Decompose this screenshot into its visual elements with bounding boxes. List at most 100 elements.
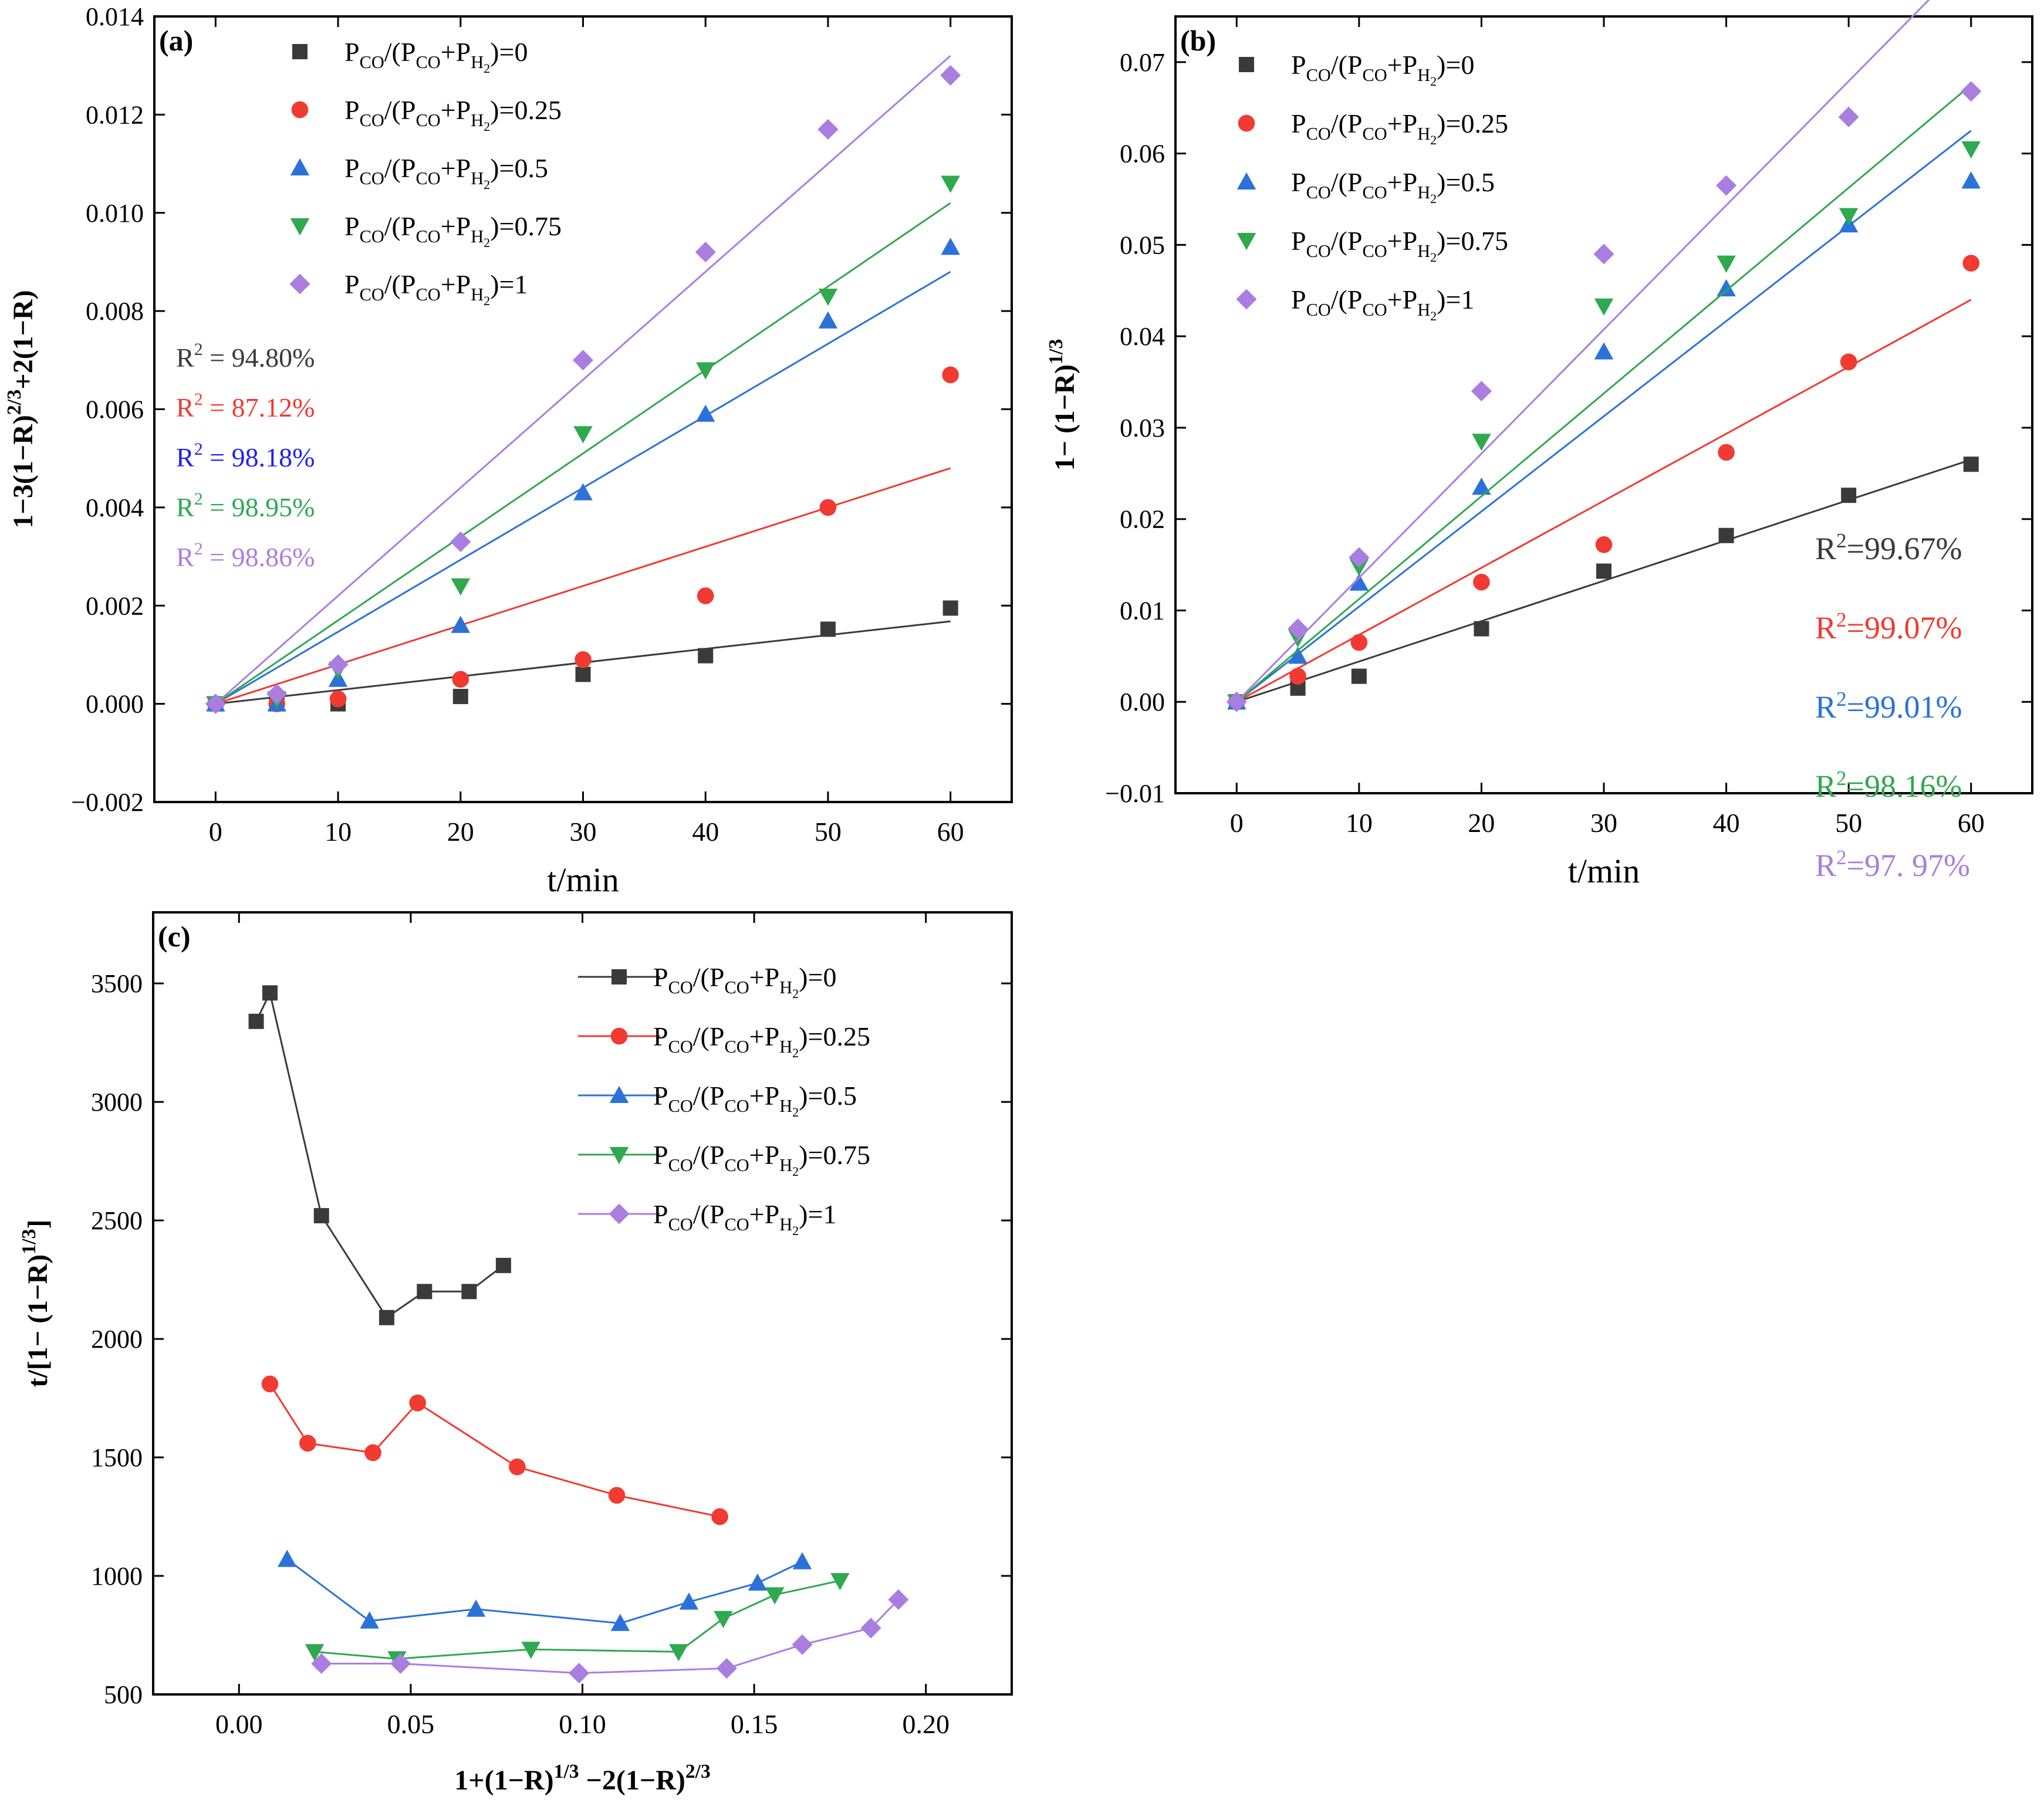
legend-mid: /(P bbox=[693, 1021, 725, 1051]
data-point-1 bbox=[940, 65, 961, 86]
legend-close: )= bbox=[490, 37, 514, 67]
x-tick-label: 30 bbox=[570, 817, 597, 847]
r2-r: R bbox=[1815, 689, 1836, 725]
legend-close: )= bbox=[490, 269, 514, 299]
legend-mid: /(P bbox=[1331, 50, 1363, 80]
panel-c-legend: PCO/(PCO+PH2)=0PCO/(PCO+PH2)=0.25PCO/(PC… bbox=[578, 962, 870, 1238]
data-point-1 bbox=[1593, 243, 1614, 265]
legend-marker bbox=[291, 101, 309, 119]
x-tick-label: 40 bbox=[692, 817, 719, 847]
x-tick-label: 20 bbox=[1468, 808, 1495, 838]
legend-mid: /(P bbox=[693, 1199, 725, 1229]
r2-r: R bbox=[1815, 531, 1836, 566]
data-point-0.25 bbox=[329, 690, 347, 708]
data-point-0.75 bbox=[1717, 255, 1736, 273]
legend-marker bbox=[1238, 114, 1255, 132]
legend-value: 0.5 bbox=[514, 153, 548, 183]
legend-value: 1 bbox=[1461, 285, 1474, 314]
legend-marker bbox=[609, 1085, 629, 1103]
data-point-1 bbox=[716, 1658, 737, 1679]
legend-plus: +P bbox=[749, 962, 780, 992]
data-point-0 bbox=[461, 1284, 477, 1300]
legend-mid: /(P bbox=[1331, 109, 1363, 138]
legend-sub-h: H bbox=[471, 110, 484, 130]
data-point-0.5 bbox=[610, 1613, 630, 1631]
legend-mid: /(P bbox=[1331, 167, 1363, 197]
data-point-0.5 bbox=[679, 1592, 699, 1610]
panel-b-panel-label: (b) bbox=[1180, 24, 1216, 57]
legend-p: P bbox=[344, 37, 360, 67]
legend-mid: /(P bbox=[693, 1140, 725, 1170]
panel-b-y-axis-label: 1− (1−R)1/3 bbox=[1045, 339, 1080, 471]
data-point-1 bbox=[1471, 381, 1492, 402]
legend-sub-co: CO bbox=[360, 285, 384, 305]
legend-sub-co: CO bbox=[1362, 124, 1387, 144]
legend-sub-co: CO bbox=[1306, 124, 1331, 144]
legend-sub-co: CO bbox=[668, 1214, 693, 1234]
r2-sup: 2 bbox=[1836, 608, 1847, 631]
data-point-1 bbox=[327, 654, 349, 675]
legend-sub-co: CO bbox=[1306, 300, 1331, 320]
y-tick-label: 0.00 bbox=[1120, 688, 1165, 716]
legend-sub-co: CO bbox=[1362, 182, 1387, 202]
r-squared-label: R2 = 98.18% bbox=[176, 439, 315, 472]
panel-b-r-squared: R2=99.67%R2=99.07%R2=99.01%R2=98.16%R2=9… bbox=[1815, 529, 1970, 883]
series-line-0 bbox=[255, 990, 504, 1319]
r2-value: =97. 97% bbox=[1847, 848, 1970, 883]
data-point-0.25 bbox=[942, 366, 959, 384]
legend-value: 1 bbox=[514, 269, 528, 299]
y-tick-label: 0.07 bbox=[1120, 48, 1165, 77]
legend-sub-co: CO bbox=[668, 1037, 693, 1057]
ylabel-part: 1−3(1−R) bbox=[8, 415, 39, 528]
data-point-0.5 bbox=[1349, 573, 1369, 591]
legend-close: )= bbox=[490, 211, 514, 241]
legend-sub-h: H bbox=[471, 168, 484, 188]
data-point-0.25 bbox=[1595, 536, 1613, 553]
legend-0-legend-label: PCO/(PCO+PH2)=0 bbox=[1291, 50, 1474, 89]
series-line-0.25 bbox=[269, 1383, 720, 1518]
legend-close: )= bbox=[490, 153, 514, 183]
panel-a-panel-label: (a) bbox=[159, 24, 193, 57]
r2-sup: 2 bbox=[194, 539, 203, 559]
r2-value: =98.16% bbox=[1847, 769, 1962, 804]
data-point-0.25 bbox=[711, 1508, 728, 1525]
legend-p: P bbox=[344, 95, 360, 125]
ylabel-part: 1− (1−R) bbox=[1049, 364, 1080, 471]
data-point-0.75 bbox=[573, 426, 593, 444]
panel-c-plot-frame bbox=[152, 911, 1013, 1696]
legend-p: P bbox=[1291, 109, 1306, 138]
data-point-0.75 bbox=[765, 1587, 785, 1605]
legend-sub-co: CO bbox=[724, 1214, 749, 1234]
legend-value: 0.75 bbox=[1461, 226, 1508, 256]
data-point-0 bbox=[379, 1310, 394, 1325]
data-point-0 bbox=[698, 648, 714, 664]
r2-value: =99.07% bbox=[1847, 610, 1962, 645]
data-point-0.5 bbox=[573, 483, 593, 500]
legend-sub-co: CO bbox=[668, 977, 693, 997]
legend-sub-2: 2 bbox=[484, 61, 490, 76]
legend-close: )= bbox=[490, 95, 514, 125]
legend-marker bbox=[1236, 172, 1256, 190]
legend-sub-h: H bbox=[1417, 124, 1430, 144]
y-tick-label: 0.014 bbox=[86, 2, 144, 31]
legend-sub-h: H bbox=[471, 226, 484, 246]
legend-sub-co: CO bbox=[1362, 65, 1387, 85]
legend-marker bbox=[1239, 57, 1254, 72]
legend-close: )= bbox=[1437, 167, 1461, 197]
data-point-0.75 bbox=[451, 578, 471, 596]
data-point-0.5 bbox=[360, 1611, 379, 1629]
legend-marker bbox=[290, 158, 310, 175]
legend-sub-2: 2 bbox=[484, 177, 490, 192]
legend-mid: /(P bbox=[384, 211, 416, 241]
data-point-0.75 bbox=[714, 1611, 733, 1628]
data-point-0.5 bbox=[1472, 477, 1491, 495]
x-tick-label: 10 bbox=[325, 817, 352, 847]
ylabel-sup: 2/3 bbox=[4, 390, 25, 415]
legend-plus: +P bbox=[1387, 167, 1418, 197]
legend-sub-co: CO bbox=[724, 1155, 749, 1175]
data-point-1 bbox=[1961, 81, 1982, 102]
r2-sup: 2 bbox=[194, 489, 203, 509]
x-tick-label: 60 bbox=[1958, 808, 1985, 838]
data-point-0.75 bbox=[1839, 208, 1859, 225]
